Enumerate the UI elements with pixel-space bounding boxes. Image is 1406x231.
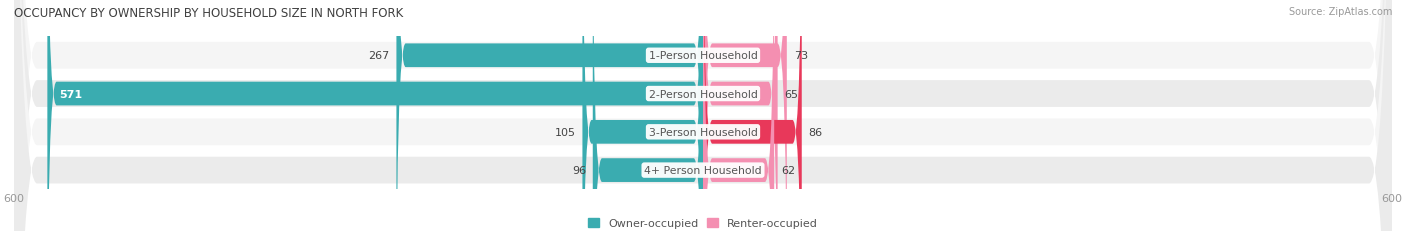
FancyBboxPatch shape — [14, 0, 1392, 231]
Text: Source: ZipAtlas.com: Source: ZipAtlas.com — [1288, 7, 1392, 17]
FancyBboxPatch shape — [593, 0, 703, 231]
Text: 105: 105 — [554, 127, 575, 137]
Text: 1-Person Household: 1-Person Household — [648, 51, 758, 61]
Text: 65: 65 — [785, 89, 799, 99]
FancyBboxPatch shape — [582, 0, 703, 231]
FancyBboxPatch shape — [396, 0, 703, 231]
Text: 3-Person Household: 3-Person Household — [648, 127, 758, 137]
FancyBboxPatch shape — [703, 0, 787, 231]
Text: 96: 96 — [572, 165, 586, 175]
Text: 267: 267 — [368, 51, 389, 61]
Text: 86: 86 — [808, 127, 823, 137]
FancyBboxPatch shape — [48, 0, 703, 231]
FancyBboxPatch shape — [703, 0, 801, 231]
Text: 2-Person Household: 2-Person Household — [648, 89, 758, 99]
FancyBboxPatch shape — [14, 0, 1392, 231]
Text: OCCUPANCY BY OWNERSHIP BY HOUSEHOLD SIZE IN NORTH FORK: OCCUPANCY BY OWNERSHIP BY HOUSEHOLD SIZE… — [14, 7, 404, 20]
Text: 4+ Person Household: 4+ Person Household — [644, 165, 762, 175]
FancyBboxPatch shape — [14, 0, 1392, 231]
FancyBboxPatch shape — [14, 0, 1392, 231]
Text: 73: 73 — [794, 51, 808, 61]
Text: 571: 571 — [59, 89, 82, 99]
FancyBboxPatch shape — [703, 0, 775, 231]
Text: 62: 62 — [782, 165, 796, 175]
FancyBboxPatch shape — [703, 0, 778, 231]
Legend: Owner-occupied, Renter-occupied: Owner-occupied, Renter-occupied — [583, 213, 823, 231]
